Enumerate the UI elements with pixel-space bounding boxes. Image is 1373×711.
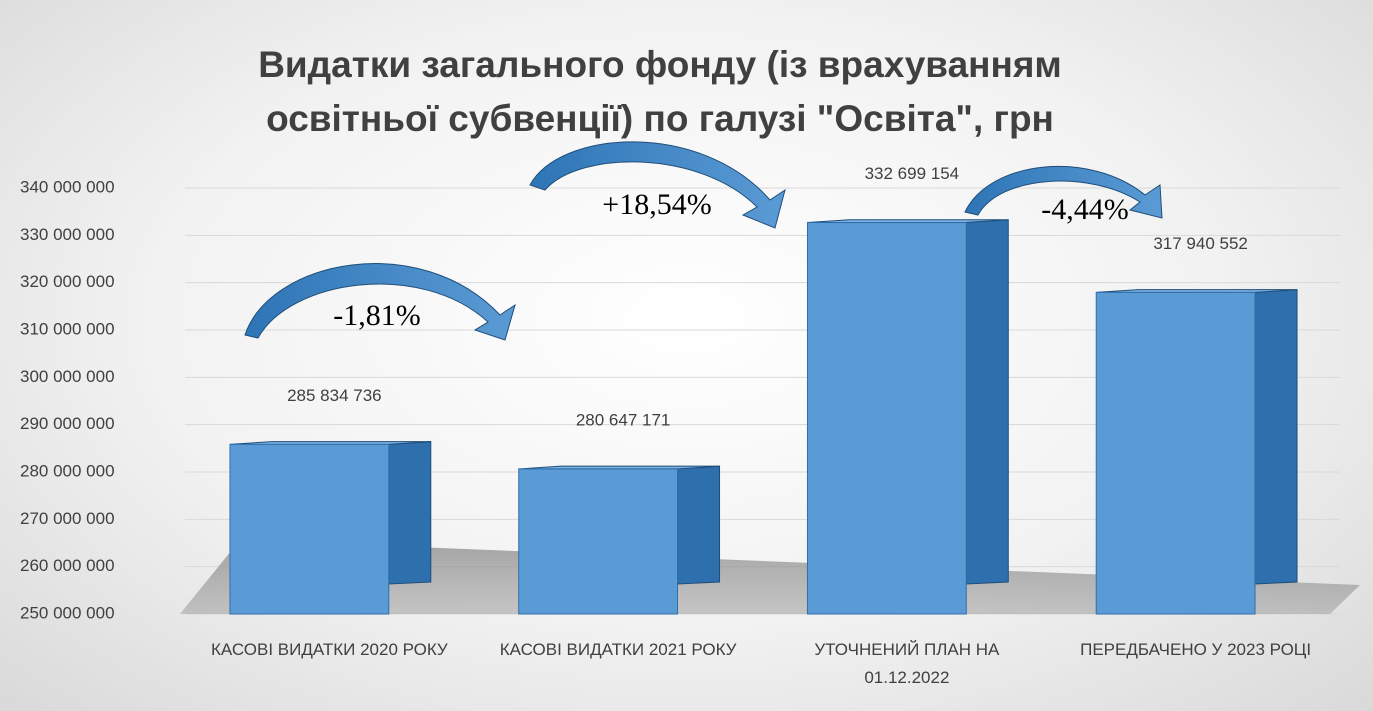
x-tick-label: КАСОВІ ВИДАТКИ 2021 РОКУ bbox=[493, 636, 743, 664]
bar-side bbox=[966, 220, 1008, 584]
x-tick-label: КАСОВІ ВИДАТКИ 2020 РОКУ bbox=[204, 636, 454, 664]
chart-title: Видатки загального фонду (із врахуванням… bbox=[180, 38, 1140, 146]
y-tick-label: 320 000 000 bbox=[20, 272, 115, 291]
x-tick-label: ПЕРЕДБАЧЕНО У 2023 РОЦІ bbox=[1071, 636, 1321, 664]
bar bbox=[519, 469, 678, 614]
value-label: 332 699 154 bbox=[865, 164, 960, 183]
value-label: 285 834 736 bbox=[287, 386, 382, 405]
y-tick-label: 290 000 000 bbox=[20, 414, 115, 433]
bar-side bbox=[678, 466, 720, 584]
annotation: -4,44% bbox=[1041, 193, 1128, 226]
y-tick-label: 250 000 000 bbox=[20, 603, 115, 622]
value-label: 317 940 552 bbox=[1153, 234, 1248, 253]
annotation: -1,81% bbox=[333, 299, 420, 332]
y-tick-label: 330 000 000 bbox=[20, 225, 115, 244]
bar-side bbox=[1255, 290, 1297, 584]
y-tick-label: 260 000 000 bbox=[20, 556, 115, 575]
y-tick-label: 270 000 000 bbox=[20, 509, 115, 528]
bar-side bbox=[389, 442, 431, 584]
chart: 250 000 000 260 000 000 270 000 000 280 000… bbox=[0, 0, 1373, 711]
y-tick-label: 300 000 000 bbox=[20, 367, 115, 386]
annotation: +18,54% bbox=[602, 188, 711, 221]
y-tick-label: 340 000 000 bbox=[20, 177, 115, 196]
bar bbox=[1096, 292, 1255, 614]
x-tick-label: УТОЧНЕНИЙ ПЛАН НА 01.12.2022 bbox=[782, 636, 1032, 692]
bar bbox=[807, 223, 966, 614]
bar bbox=[230, 444, 389, 614]
y-tick-label: 280 000 000 bbox=[20, 461, 115, 480]
y-tick-label: 310 000 000 bbox=[20, 319, 115, 338]
value-label: 280 647 171 bbox=[576, 410, 671, 429]
